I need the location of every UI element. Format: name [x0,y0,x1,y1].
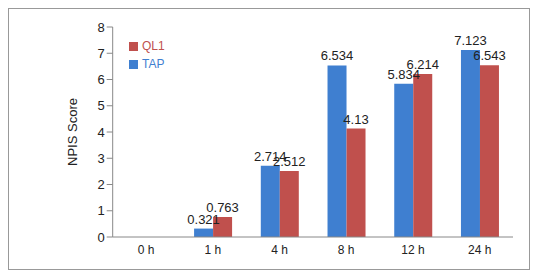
svg-text:12 h: 12 h [401,243,424,257]
html-text:TAP: TAP [142,57,165,71]
svg-text:5: 5 [97,98,104,113]
svg-text:3: 3 [97,151,104,166]
svg-text:6.214: 6.214 [406,57,439,72]
svg-text:4.13: 4.13 [343,112,368,127]
svg-text:8: 8 [97,20,104,35]
svg-text:2: 2 [97,177,104,192]
svg-text:24 h: 24 h [468,243,491,257]
svg-text:7.123: 7.123 [454,33,487,48]
svg-text:5.834: 5.834 [387,66,420,82]
svg-text:0.321: 0.321 [187,211,220,227]
svg-text:2.512: 2.512 [273,154,306,169]
svg-text:6.543: 6.543 [473,48,506,63]
svg-text:7: 7 [97,46,104,61]
svg-text:6.534: 6.534 [321,48,354,63]
svg-text:4 h: 4 h [271,243,288,257]
svg-text:0 h: 0 h [138,243,155,257]
svg-text:0: 0 [97,230,104,245]
svg-text:1 h: 1 h [204,243,221,257]
svg-text:4: 4 [97,125,104,140]
svg-text:2.714: 2.714 [254,148,287,164]
svg-text:6: 6 [97,72,104,87]
html-text:QL1: QL1 [142,39,165,53]
svg-text:0.763: 0.763 [206,200,239,215]
svg-text:1: 1 [97,203,104,218]
svg-text:NPIS Score: NPIS Score [65,98,80,166]
svg-text:8 h: 8 h [338,243,355,257]
